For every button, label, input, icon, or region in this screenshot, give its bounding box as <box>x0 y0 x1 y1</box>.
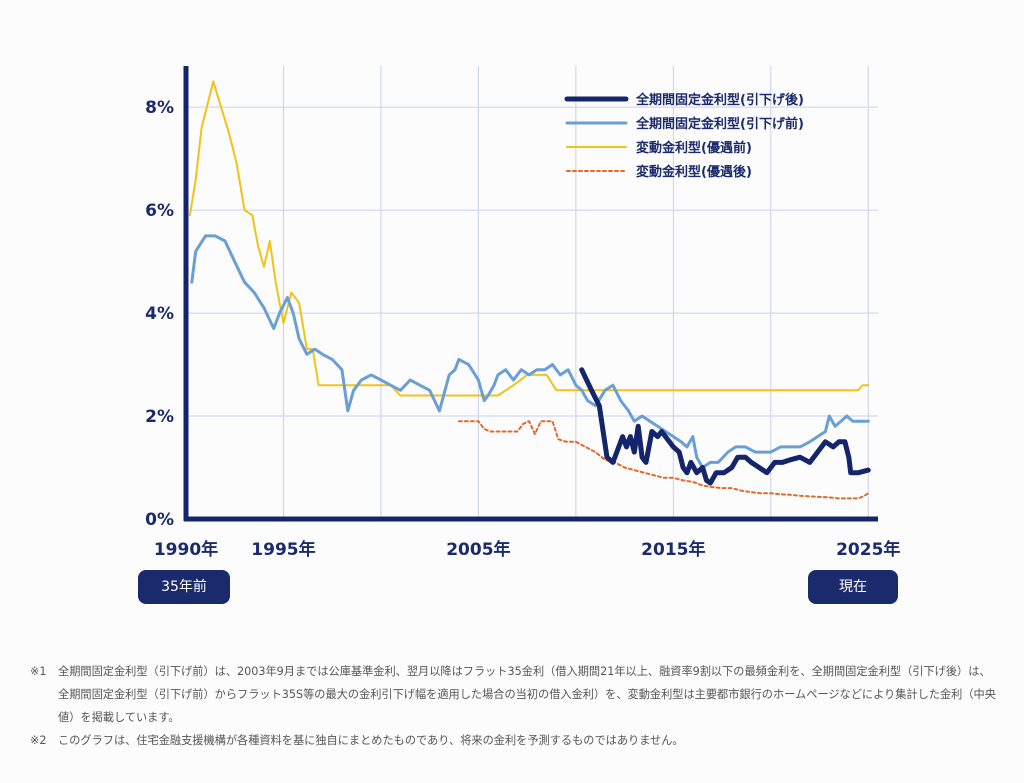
footnote-mark: ※2 <box>30 734 47 747</box>
series-line-0 <box>579 367 871 486</box>
x-tick-label: 2025年 <box>836 539 900 560</box>
tick-labels: 0% 2% 4% 6% 8% 1990年 1995年 2005年 2015年 2025年 <box>145 98 900 560</box>
badge-now: 現在 <box>808 570 898 604</box>
footnote-text: 全期間固定金利型（引下げ前）は、2003年9月までは公庫基準金利、翌月以降はフラ… <box>58 665 996 724</box>
series-line-1 <box>190 234 870 469</box>
legend-label: 変動金利型(優遇前) <box>636 140 752 156</box>
legend-label: 全期間固定金利型(引下げ前) <box>635 116 804 132</box>
y-tick-label: 2% <box>145 407 174 427</box>
y-tick-label: 8% <box>145 98 174 118</box>
x-tick-label: 1995年 <box>251 539 315 560</box>
legend: 全期間固定金利型(引下げ後) 全期間固定金利型(引下げ前) 変動金利型(優遇前) 変動… <box>564 92 804 180</box>
footnote-text: このグラフは、住宅金融支援機構が各種資料を基に独自にまとめたものであり、将来の金… <box>58 734 684 747</box>
footnotes: ※1 全期間固定金利型（引下げ前）は、2003年9月までは公庫基準金利、翌月以降… <box>30 660 998 752</box>
footnote-mark: ※1 <box>30 665 47 678</box>
footnote-1: ※1 全期間固定金利型（引下げ前）は、2003年9月までは公庫基準金利、翌月以降… <box>30 660 998 729</box>
legend-label: 全期間固定金利型(引下げ後) <box>635 92 804 108</box>
axes <box>183 66 878 522</box>
rate-chart: 0% 2% 4% 6% 8% 1990年 1995年 2005年 2015年 2025年 全期間固… <box>145 66 900 560</box>
x-tick-label: 2005年 <box>446 539 510 560</box>
x-tick-label: 1990年 <box>154 539 218 560</box>
footnote-2: ※2 このグラフは、住宅金融支援機構が各種資料を基に独自にまとめたものであり、将… <box>30 729 998 752</box>
series-line-2 <box>188 80 870 397</box>
y-tick-label: 6% <box>145 201 174 221</box>
x-tick-label: 2015年 <box>641 539 705 560</box>
series-line-3 <box>457 420 870 500</box>
series-layer <box>188 80 871 500</box>
grid <box>186 66 878 519</box>
y-tick-label: 0% <box>145 510 174 530</box>
badge-35-years-ago: 35年前 <box>138 570 230 604</box>
y-tick-label: 4% <box>145 304 174 324</box>
legend-label: 変動金利型(優遇後) <box>636 164 752 180</box>
